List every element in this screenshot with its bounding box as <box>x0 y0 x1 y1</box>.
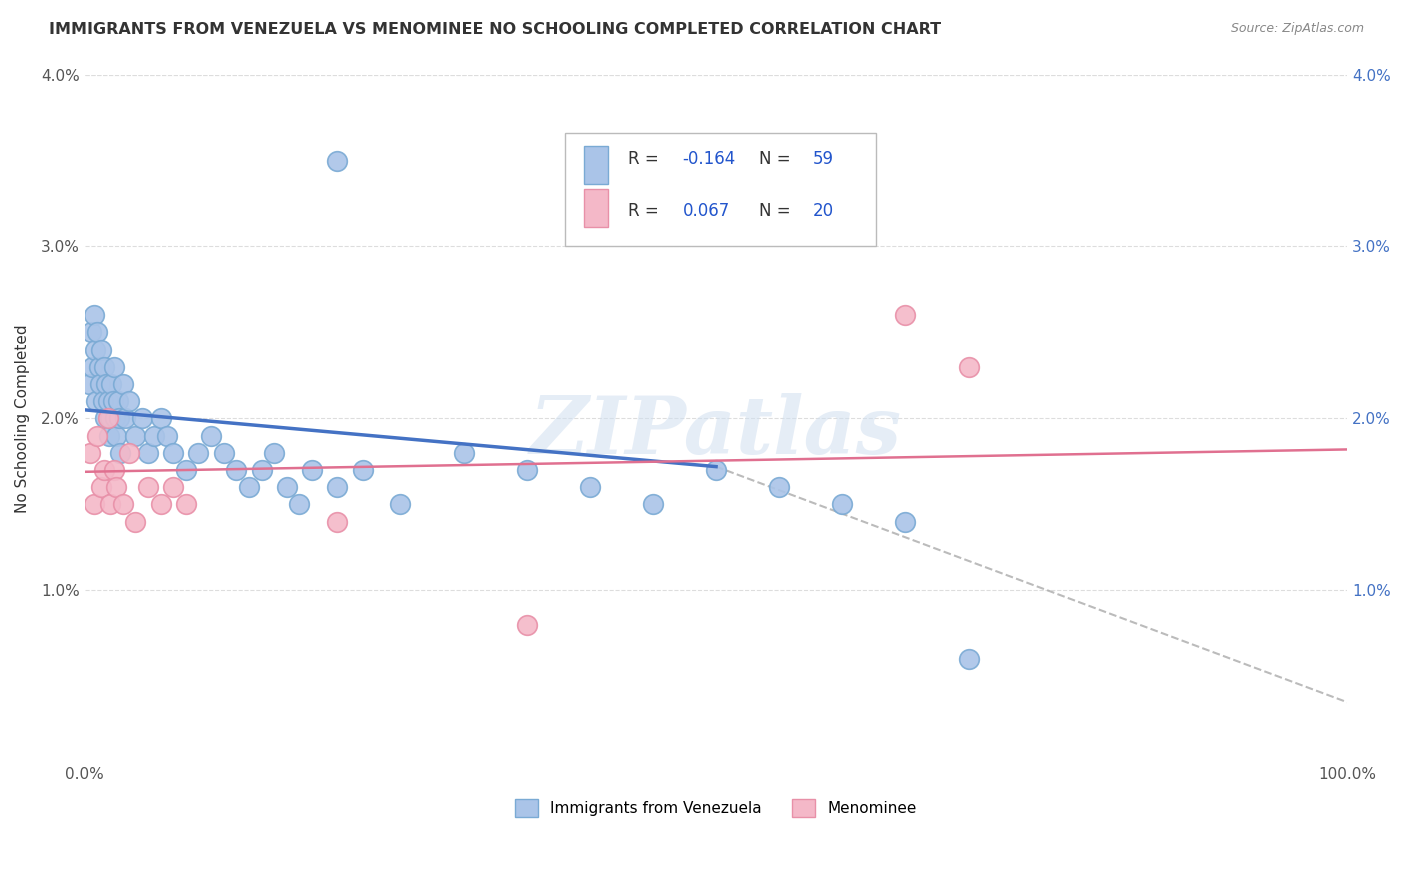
Point <box>516 463 538 477</box>
Point <box>326 153 349 168</box>
Text: 20: 20 <box>813 202 834 220</box>
Point <box>187 446 209 460</box>
Point <box>263 446 285 460</box>
Point <box>84 394 107 409</box>
Point <box>453 446 475 460</box>
Text: R =: R = <box>628 202 664 220</box>
Point <box>288 498 311 512</box>
Point <box>276 480 298 494</box>
Point <box>149 498 172 512</box>
Point <box>93 359 115 374</box>
Point <box>83 498 105 512</box>
Point <box>89 377 111 392</box>
Point <box>104 411 127 425</box>
Point <box>326 480 349 494</box>
Point <box>124 515 146 529</box>
Point <box>80 326 103 340</box>
Point <box>894 308 917 322</box>
Point <box>768 480 790 494</box>
Point <box>136 480 159 494</box>
Text: IMMIGRANTS FROM VENEZUELA VS MENOMINEE NO SCHOOLING COMPLETED CORRELATION CHART: IMMIGRANTS FROM VENEZUELA VS MENOMINEE N… <box>49 22 942 37</box>
Point <box>174 463 197 477</box>
Text: 0.067: 0.067 <box>682 202 730 220</box>
Point <box>704 463 727 477</box>
Point <box>107 394 129 409</box>
Legend: Immigrants from Venezuela, Menominee: Immigrants from Venezuela, Menominee <box>509 793 924 823</box>
Point <box>111 498 134 512</box>
Point <box>238 480 260 494</box>
Point <box>103 359 125 374</box>
Point <box>97 394 120 409</box>
Point <box>143 428 166 442</box>
Point <box>957 652 980 666</box>
Point <box>389 498 412 512</box>
Point <box>124 428 146 442</box>
Point <box>250 463 273 477</box>
Text: N =: N = <box>759 150 796 168</box>
Point <box>100 377 122 392</box>
Point <box>108 446 131 460</box>
Point <box>156 428 179 442</box>
Point <box>957 359 980 374</box>
Point <box>131 411 153 425</box>
Point <box>98 498 121 512</box>
Y-axis label: No Schooling Completed: No Schooling Completed <box>15 324 30 513</box>
Point <box>352 463 374 477</box>
Point <box>97 411 120 425</box>
Point <box>87 359 110 374</box>
Point <box>77 377 100 392</box>
Point <box>83 308 105 322</box>
Point <box>103 463 125 477</box>
Point <box>894 515 917 529</box>
Text: R =: R = <box>628 150 664 168</box>
Point <box>84 343 107 357</box>
Point <box>82 359 104 374</box>
Point <box>831 498 853 512</box>
Point <box>101 394 124 409</box>
Text: Source: ZipAtlas.com: Source: ZipAtlas.com <box>1230 22 1364 36</box>
Point <box>200 428 222 442</box>
Point <box>174 498 197 512</box>
Text: N =: N = <box>759 202 796 220</box>
Point <box>162 446 184 460</box>
Point <box>97 428 120 442</box>
Text: -0.164: -0.164 <box>682 150 735 168</box>
Point <box>98 411 121 425</box>
Point <box>96 377 118 392</box>
Point <box>641 498 664 512</box>
Point <box>86 428 108 442</box>
Point <box>93 463 115 477</box>
Point <box>105 480 128 494</box>
Point <box>162 480 184 494</box>
Point <box>516 618 538 632</box>
Point <box>86 326 108 340</box>
Point <box>91 394 114 409</box>
Point <box>326 515 349 529</box>
Point <box>114 411 136 425</box>
Point <box>94 411 117 425</box>
Point <box>212 446 235 460</box>
Point <box>90 343 112 357</box>
Point <box>578 480 600 494</box>
Point <box>118 446 141 460</box>
Point <box>111 377 134 392</box>
Point <box>225 463 247 477</box>
Text: ZIPatlas: ZIPatlas <box>530 393 903 471</box>
Point <box>105 428 128 442</box>
Point <box>149 411 172 425</box>
Point <box>118 394 141 409</box>
Point <box>301 463 323 477</box>
Point <box>90 480 112 494</box>
Text: 59: 59 <box>813 150 834 168</box>
Point <box>136 446 159 460</box>
Point <box>79 446 101 460</box>
Point <box>108 411 131 425</box>
